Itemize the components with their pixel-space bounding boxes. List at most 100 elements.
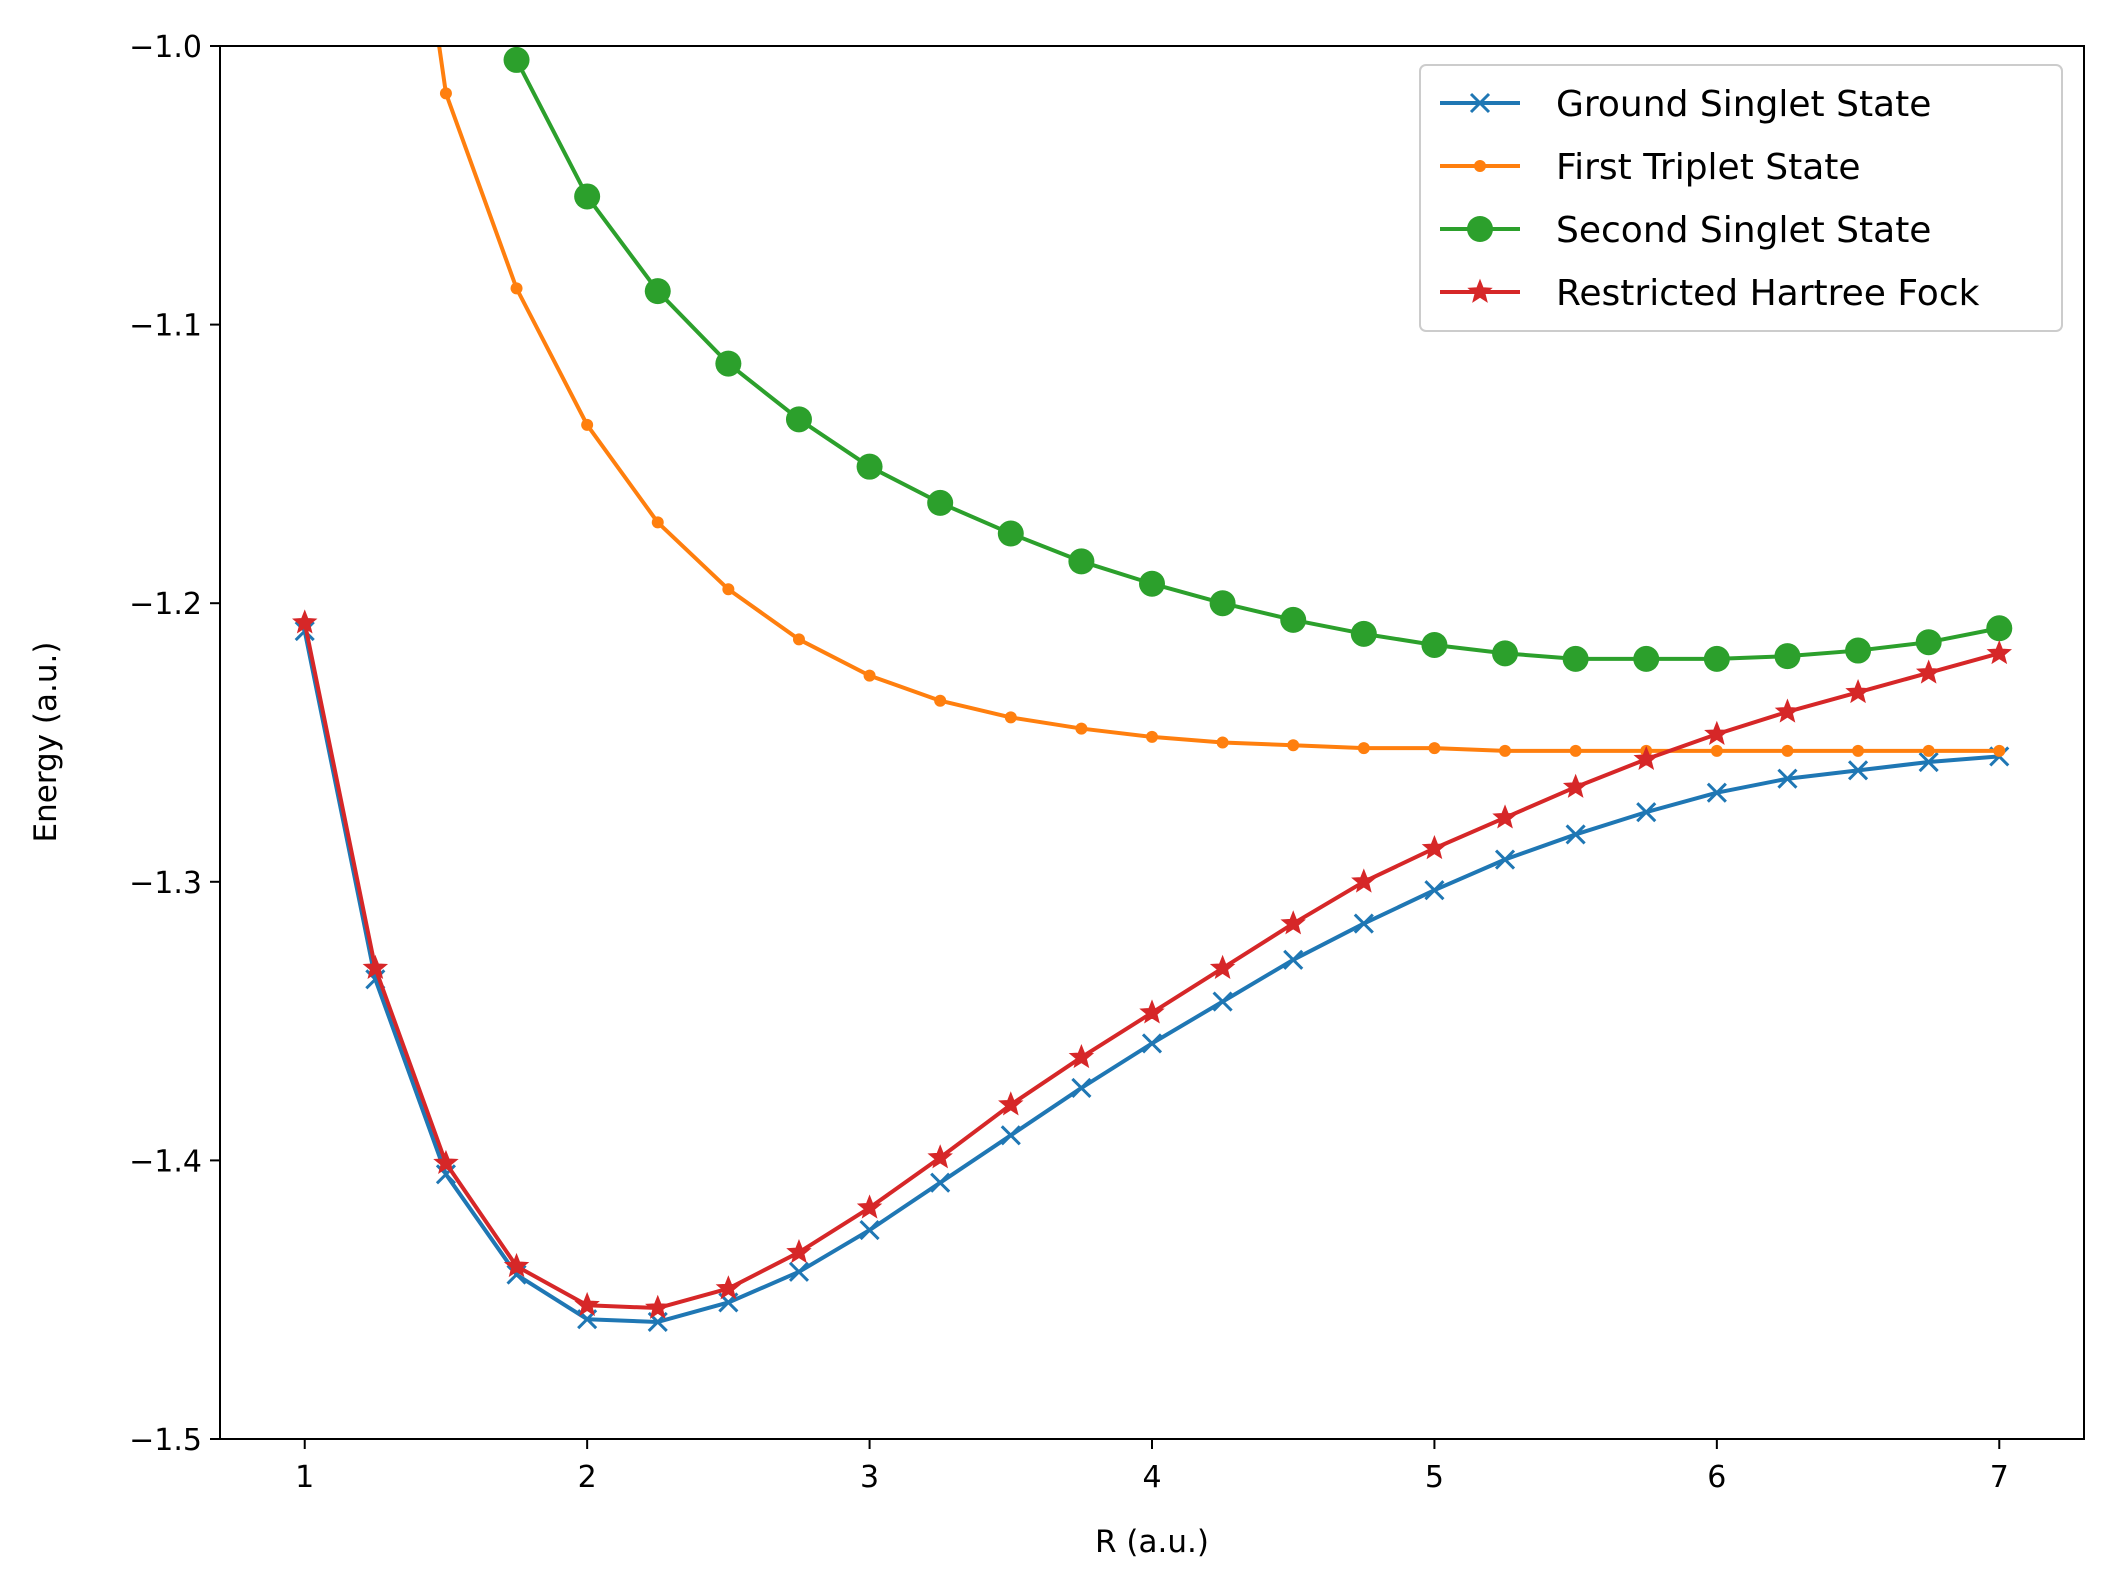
data-point-second-singlet-state (1562, 645, 1589, 672)
data-point-first-triplet-state (934, 694, 947, 707)
data-point-restricted-hartree-fock (433, 1149, 459, 1174)
y-tick-label: −1.0 (129, 30, 202, 65)
x-tick-label: 4 (1142, 1460, 1161, 1495)
x-tick-label: 1 (295, 1460, 314, 1495)
data-point-ground-singlet-state (1212, 991, 1233, 1012)
data-point-restricted-hartree-fock (503, 1252, 530, 1278)
data-point-first-triplet-state (1287, 739, 1300, 752)
x-tick-label: 6 (1707, 1460, 1726, 1495)
series-second-singlet-state (503, 46, 2013, 672)
data-point-restricted-hartree-fock (574, 1291, 600, 1317)
legend-label-restricted-hartree-fock: Restricted Hartree Fock (1556, 273, 1980, 314)
data-point-second-singlet-state (785, 406, 812, 433)
x-tick-label: 3 (860, 1460, 879, 1495)
data-point-first-triplet-state (651, 516, 664, 529)
data-point-ground-singlet-state (788, 1261, 810, 1282)
data-point-first-triplet-state (1499, 744, 1512, 757)
legend-label-first-triplet-state: First Triplet State (1556, 147, 1861, 188)
data-point-ground-singlet-state (1141, 1033, 1163, 1054)
data-point-first-triplet-state (1781, 744, 1794, 757)
series-line-second-singlet-state (514, 59, 2000, 661)
data-point-first-triplet-state (510, 282, 523, 295)
data-point-ground-singlet-state (1777, 768, 1798, 789)
data-point-ground-singlet-state (1494, 849, 1516, 870)
data-point-second-singlet-state (1774, 643, 1801, 670)
legend-entry-ground-singlet-state: Ground Singlet State (1440, 84, 1931, 125)
data-point-restricted-hartree-fock (1562, 773, 1589, 798)
data-point-restricted-hartree-fock (927, 1144, 953, 1169)
data-point-second-singlet-state (927, 489, 954, 516)
y-tick-label: −1.4 (129, 1144, 202, 1179)
data-point-restricted-hartree-fock (292, 609, 318, 634)
data-point-restricted-hartree-fock (715, 1275, 742, 1300)
data-point-first-triplet-state (722, 583, 735, 596)
y-tick-label: −1.1 (129, 309, 202, 344)
data-point-restricted-hartree-fock (1351, 868, 1377, 893)
data-point-restricted-hartree-fock (998, 1091, 1024, 1116)
data-point-second-singlet-state (1139, 570, 1165, 597)
data-point-restricted-hartree-fock (1068, 1043, 1095, 1069)
series-layer (292, 46, 2013, 1333)
data-point-second-singlet-state (997, 520, 1024, 547)
data-point-ground-singlet-state (1565, 824, 1586, 845)
data-point-second-singlet-state (1845, 637, 1872, 664)
data-point-first-triplet-state (1569, 744, 1582, 757)
data-point-restricted-hartree-fock (1915, 659, 1942, 684)
data-point-second-singlet-state (1986, 615, 2013, 642)
legend-entry-second-singlet-state: Second Singlet State (1440, 210, 1931, 251)
data-point-ground-singlet-state (1353, 913, 1374, 934)
data-point-ground-singlet-state (1424, 880, 1445, 901)
data-point-first-triplet-state (439, 87, 452, 100)
data-point-restricted-hartree-fock (645, 1294, 671, 1319)
data-point-first-triplet-state (1004, 711, 1017, 724)
data-point-first-triplet-state (581, 418, 594, 431)
data-point-second-singlet-state (856, 453, 883, 480)
data-point-second-singlet-state (1068, 548, 1095, 575)
data-point-restricted-hartree-fock (1986, 639, 2012, 665)
legend-box (1419, 64, 2063, 332)
data-point-first-triplet-state (1852, 744, 1865, 757)
legend-entry-restricted-hartree-fock: Restricted Hartree Fock (1440, 273, 1980, 314)
data-point-second-singlet-state (1915, 629, 1942, 656)
legend-marker-second-singlet-state (1467, 216, 1493, 242)
legend-marker-restricted-hartree-fock (1467, 278, 1493, 303)
data-point-ground-singlet-state (1000, 1125, 1021, 1146)
data-point-second-singlet-state (715, 350, 742, 377)
data-point-first-triplet-state (1993, 744, 2006, 757)
data-point-first-triplet-state (1710, 744, 1723, 757)
legend-entry-first-triplet-state: First Triplet State (1440, 147, 1861, 188)
data-point-first-triplet-state (1146, 730, 1158, 743)
data-point-ground-singlet-state (1283, 949, 1304, 970)
data-point-restricted-hartree-fock (1845, 678, 1871, 704)
x-tick-label: 2 (578, 1460, 597, 1495)
data-point-second-singlet-state (1703, 645, 1730, 672)
data-point-ground-singlet-state (1071, 1077, 1092, 1099)
data-point-first-triplet-state (1922, 744, 1935, 757)
data-point-second-singlet-state (1492, 640, 1519, 667)
data-point-restricted-hartree-fock (1209, 954, 1236, 979)
data-point-second-singlet-state (1350, 620, 1377, 647)
data-point-ground-singlet-state (859, 1219, 880, 1241)
data-point-first-triplet-state (1357, 742, 1370, 755)
data-point-second-singlet-state (503, 46, 530, 73)
data-point-restricted-hartree-fock (362, 954, 389, 979)
series-restricted-hartree-fock (292, 609, 2012, 1319)
data-point-restricted-hartree-fock (1139, 999, 1165, 1024)
data-point-restricted-hartree-fock (1774, 698, 1801, 723)
legend-marker-ground-singlet-state (1469, 92, 1491, 114)
x-tick-label: 7 (1990, 1460, 2009, 1495)
data-point-first-triplet-state (792, 633, 805, 646)
data-point-ground-singlet-state (1706, 782, 1727, 803)
legend-label-ground-singlet-state: Ground Singlet State (1556, 84, 1931, 125)
data-point-ground-singlet-state (930, 1172, 951, 1193)
series-ground-singlet-state (294, 620, 2010, 1333)
data-point-restricted-hartree-fock (1633, 745, 1659, 771)
data-point-restricted-hartree-fock (1280, 910, 1306, 935)
data-point-first-triplet-state (863, 669, 876, 682)
data-point-ground-singlet-state (1847, 760, 1869, 781)
data-point-first-triplet-state (1075, 722, 1088, 735)
y-axis: −1.0 −1.1 −1.2 −1.3 −1.4 −1.5 (129, 30, 220, 1458)
data-point-second-singlet-state (574, 183, 601, 210)
legend-marker-first-triplet-state (1474, 160, 1486, 172)
